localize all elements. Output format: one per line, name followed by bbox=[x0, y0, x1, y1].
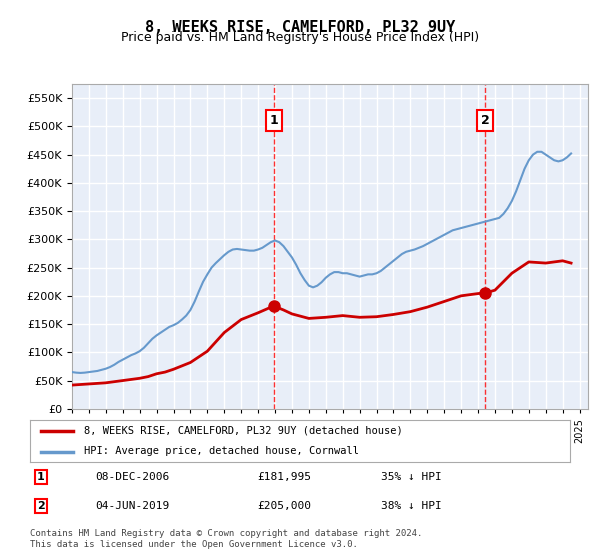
Text: £181,995: £181,995 bbox=[257, 472, 311, 482]
Text: 8, WEEKS RISE, CAMELFORD, PL32 9UY (detached house): 8, WEEKS RISE, CAMELFORD, PL32 9UY (deta… bbox=[84, 426, 403, 436]
Text: 2: 2 bbox=[481, 114, 490, 127]
Text: £205,000: £205,000 bbox=[257, 501, 311, 511]
Text: Price paid vs. HM Land Registry's House Price Index (HPI): Price paid vs. HM Land Registry's House … bbox=[121, 31, 479, 44]
Text: 35% ↓ HPI: 35% ↓ HPI bbox=[381, 472, 442, 482]
Text: 2: 2 bbox=[37, 501, 44, 511]
Text: 38% ↓ HPI: 38% ↓ HPI bbox=[381, 501, 442, 511]
Text: Contains HM Land Registry data © Crown copyright and database right 2024.
This d: Contains HM Land Registry data © Crown c… bbox=[30, 529, 422, 549]
Text: 8, WEEKS RISE, CAMELFORD, PL32 9UY: 8, WEEKS RISE, CAMELFORD, PL32 9UY bbox=[145, 20, 455, 35]
Text: 1: 1 bbox=[37, 472, 44, 482]
Text: 04-JUN-2019: 04-JUN-2019 bbox=[95, 501, 169, 511]
Text: 08-DEC-2006: 08-DEC-2006 bbox=[95, 472, 169, 482]
Text: HPI: Average price, detached house, Cornwall: HPI: Average price, detached house, Corn… bbox=[84, 446, 359, 456]
Text: 1: 1 bbox=[269, 114, 278, 127]
